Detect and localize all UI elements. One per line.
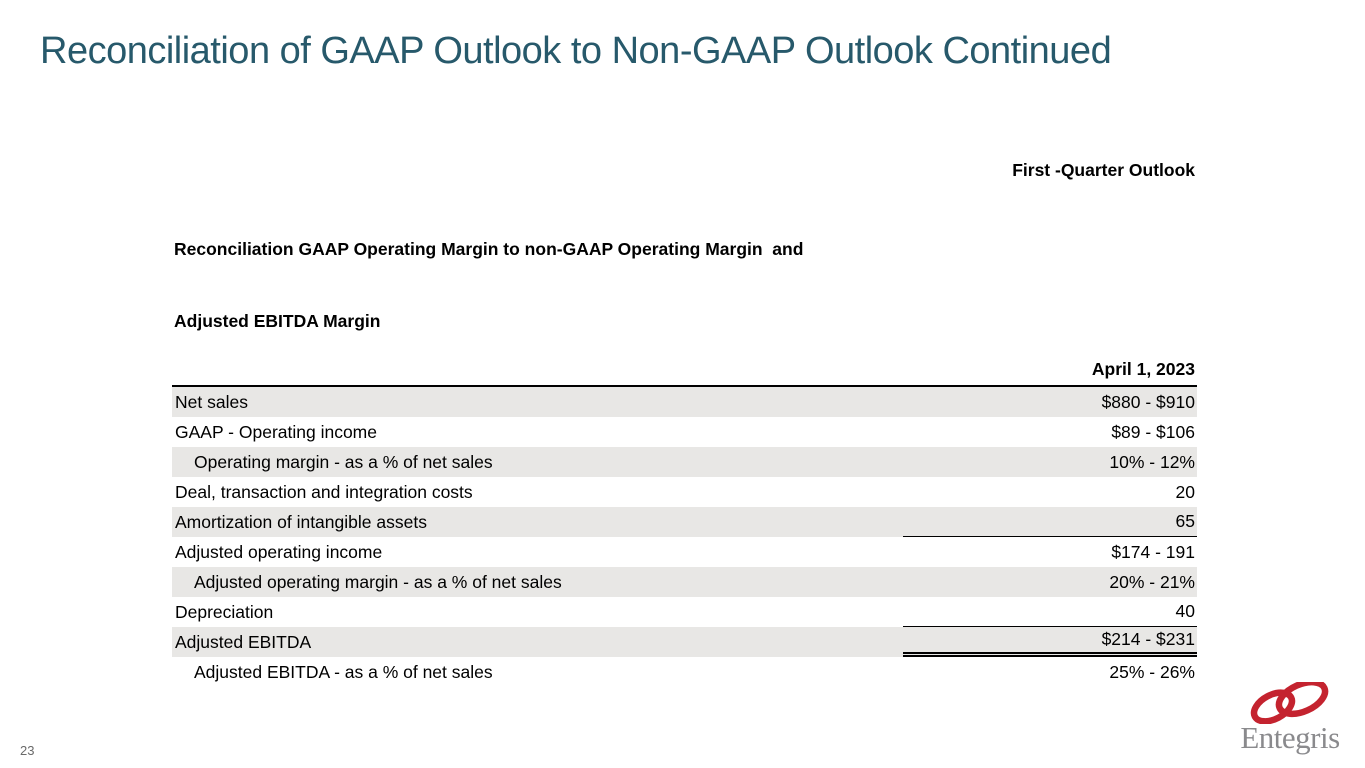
table-row: Depreciation 40 <box>172 597 1197 627</box>
table-row: Adjusted EBITDA - as a % of net sales 25… <box>172 657 1197 687</box>
table-row: Adjusted operating margin - as a % of ne… <box>172 567 1197 597</box>
table-row: Net sales $880 - $910 <box>172 387 1197 417</box>
row-label: Adjusted operating income <box>175 541 383 562</box>
row-label: Adjusted operating margin - as a % of ne… <box>194 571 562 592</box>
row-label: Operating margin - as a % of net sales <box>194 451 493 472</box>
row-value: $89 - $106 <box>1111 421 1195 442</box>
column-header-outlook: First -Quarter Outlook <box>1012 160 1195 180</box>
row-label: GAAP - Operating income <box>175 421 377 442</box>
row-value: 40 <box>903 597 1197 627</box>
table-row: Deal, transaction and integration costs … <box>172 477 1197 507</box>
table-row: Amortization of intangible assets 65 <box>172 507 1197 537</box>
row-label: Adjusted EBITDA <box>175 631 312 652</box>
row-label: Adjusted EBITDA - as a % of net sales <box>194 661 493 682</box>
entegris-logo: Entegris <box>1228 682 1352 753</box>
table-caption-line1: Reconciliation GAAP Operating Margin to … <box>174 239 804 259</box>
entegris-rings-icon <box>1250 682 1329 724</box>
table-row: GAAP - Operating income $89 - $106 <box>172 417 1197 447</box>
table-body: Net sales $880 - $910 GAAP - Operating i… <box>172 387 1197 687</box>
row-label: Amortization of intangible assets <box>175 511 427 532</box>
entegris-logo-text: Entegris <box>1240 720 1340 755</box>
table-row: Adjusted operating income $174 - 191 <box>172 537 1197 567</box>
row-value: 25% - 26% <box>1109 661 1195 682</box>
row-label: Deal, transaction and integration costs <box>175 481 473 502</box>
row-label: Net sales <box>175 391 248 412</box>
row-value: 20 <box>1175 481 1195 502</box>
table-caption: Reconciliation GAAP Operating Margin to … <box>172 189 803 381</box>
table-caption-line2: Adjusted EBITDA Margin <box>174 311 381 331</box>
column-header-date: April 1, 2023 <box>1091 359 1195 379</box>
row-value: $174 - 191 <box>1111 541 1195 562</box>
row-label: Depreciation <box>175 601 274 622</box>
table-row: Adjusted EBITDA $214 - $231 <box>172 627 1197 657</box>
page-number: 23 <box>20 743 35 758</box>
table-header-row: Reconciliation GAAP Operating Margin to … <box>172 185 1197 387</box>
row-value: $214 - $231 <box>903 627 1197 657</box>
row-value: 20% - 21% <box>1109 571 1195 592</box>
table-row: Operating margin - as a % of net sales 1… <box>172 447 1197 477</box>
row-value: $880 - $910 <box>1101 391 1195 412</box>
row-value: 10% - 12% <box>1109 451 1195 472</box>
slide-title: Reconciliation of GAAP Outlook to Non-GA… <box>40 30 1112 72</box>
reconciliation-table: First -Quarter Outlook Reconciliation GA… <box>172 155 1197 687</box>
row-value: 65 <box>903 507 1197 537</box>
